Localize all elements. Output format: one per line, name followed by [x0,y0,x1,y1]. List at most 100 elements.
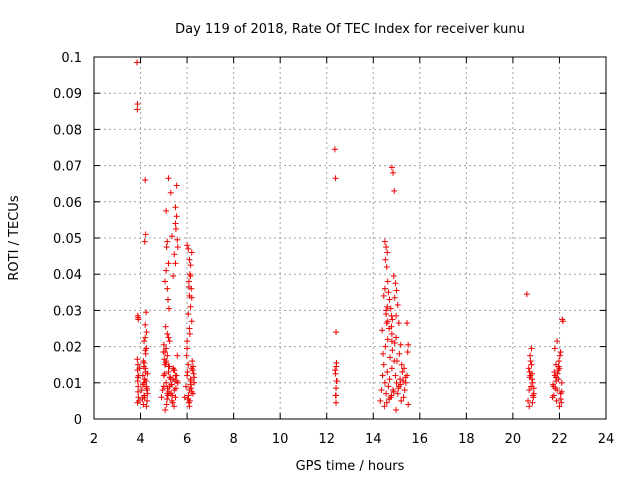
data-point [529,399,536,406]
data-point [164,385,171,392]
data-point [386,396,393,403]
x-tick-label: 6 [183,432,191,447]
data-point [139,396,146,403]
data-point [384,318,391,325]
data-point [165,368,172,375]
data-point [393,406,400,413]
x-tick-label: 22 [551,432,568,447]
data-point [382,343,389,350]
data-point [142,334,149,341]
data-point [182,383,189,390]
data-point [191,379,198,386]
y-tick-label: 0 [74,413,82,428]
data-point [184,242,191,249]
data-point [135,383,142,390]
data-point [377,397,384,404]
data-point [383,244,390,251]
data-point [172,220,179,227]
data-point [380,361,387,368]
data-point [526,374,533,381]
data-point [138,387,145,394]
data-point [529,379,536,386]
data-point [394,390,401,397]
data-point [140,401,147,408]
chart-title: Day 119 of 2018, Rate Of TEC Index for r… [175,22,525,37]
data-point [143,403,150,410]
data-point [400,377,407,384]
data-point [165,175,172,182]
data-point [550,392,557,399]
data-point [143,385,150,392]
data-point [381,238,388,245]
data-point [555,358,562,365]
y-axis-label: ROTI / TECUs [7,195,22,280]
data-point [184,368,191,375]
y-tick-label: 0.04 [53,268,82,283]
data-point [528,370,535,377]
data-point [168,381,175,388]
data-point [388,164,395,171]
data-point [333,392,340,399]
data-point [551,345,558,352]
data-point [332,370,339,377]
data-point [402,374,409,381]
data-point [172,225,179,232]
data-point [528,345,535,352]
data-point [379,372,386,379]
x-tick-label: 12 [318,432,335,447]
data-point [187,381,194,388]
data-point [525,365,532,372]
data-point [185,245,192,252]
x-tick-label: 8 [229,432,237,447]
data-point [398,361,405,368]
data-point [386,376,393,383]
data-point [159,387,166,394]
data-point [383,390,390,397]
data-point [383,263,390,270]
data-point [404,349,411,356]
data-point [333,399,340,406]
data-point [185,361,192,368]
x-tick-label: 14 [365,432,382,447]
data-point [160,341,167,348]
data-point [142,231,149,238]
data-point [395,320,402,327]
data-point [164,330,171,337]
data-point [162,323,169,330]
data-point [188,249,195,256]
data-point [143,377,150,384]
data-point [185,311,192,318]
data-point [380,350,387,357]
data-point [401,387,408,394]
data-point [393,312,400,319]
data-point [555,367,562,374]
data-point [164,352,171,359]
data-point [557,396,564,403]
data-point [135,314,142,321]
data-point [388,365,395,372]
data-point [169,399,176,406]
y-tick-label: 0.07 [53,160,82,175]
data-point [388,338,395,345]
data-point [165,334,172,341]
data-point [400,365,407,372]
data-point [390,169,397,176]
data-point [189,358,196,365]
data-point [136,365,143,372]
data-point [185,278,192,285]
data-point [383,307,390,314]
data-point [552,385,559,392]
data-point [384,336,391,343]
data-point [386,296,393,303]
y-tick-label: 0.1 [61,51,82,66]
data-point [139,381,146,388]
data-point [188,318,195,325]
data-point [381,403,388,410]
data-point [378,387,385,394]
data-point [139,372,146,379]
data-point [134,361,141,368]
data-point [396,350,403,357]
data-point [558,388,565,395]
data-point [167,189,174,196]
